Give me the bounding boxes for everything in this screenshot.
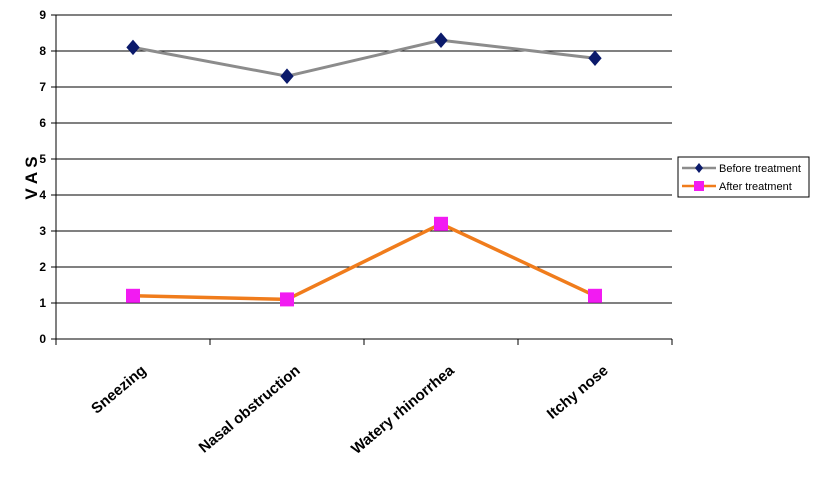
y-tick-label: 6 bbox=[39, 116, 46, 130]
data-point-marker bbox=[588, 50, 602, 66]
data-point-marker bbox=[588, 288, 602, 303]
legend: Before treatment After treatment bbox=[677, 156, 810, 198]
data-point-marker bbox=[434, 32, 448, 48]
y-tick-label: 8 bbox=[39, 44, 46, 58]
grid-lines bbox=[56, 14, 672, 304]
y-axis-ticks: 0 1 2 3 4 5 6 7 8 9 bbox=[39, 8, 56, 346]
x-category-label: Nasal obstruction bbox=[196, 362, 304, 456]
y-tick-label: 2 bbox=[39, 260, 46, 274]
series-2 bbox=[126, 216, 602, 307]
data-point-marker bbox=[280, 292, 294, 307]
x-axis-categories: Sneezing Nasal obstruction Watery rhinorrh… bbox=[55, 339, 673, 458]
y-tick-label: 7 bbox=[39, 80, 46, 94]
y-axis-label: V A S bbox=[22, 156, 41, 199]
series-1 bbox=[126, 32, 602, 84]
y-tick-label: 0 bbox=[39, 332, 46, 346]
series-line bbox=[132, 38, 596, 78]
y-tick-label: 9 bbox=[39, 8, 46, 22]
y-tick-label: 1 bbox=[39, 296, 46, 310]
y-tick-label: 4 bbox=[39, 188, 46, 202]
x-category-label: Sneezing bbox=[88, 362, 149, 417]
legend-marker bbox=[695, 163, 703, 173]
x-category-label: Itchy nose bbox=[544, 362, 612, 423]
y-tick-label: 3 bbox=[39, 224, 46, 238]
series-line bbox=[132, 222, 596, 302]
legend-label: Before treatment bbox=[719, 163, 801, 175]
series-group bbox=[126, 32, 602, 307]
y-tick-label: 5 bbox=[39, 152, 46, 166]
legend-label: After treatment bbox=[719, 181, 792, 193]
data-point-marker bbox=[126, 288, 140, 303]
data-point-marker bbox=[280, 68, 294, 84]
data-point-marker bbox=[126, 39, 140, 56]
x-category-label: Watery rhinorrhea bbox=[348, 362, 458, 458]
legend-marker bbox=[694, 181, 704, 191]
data-point-marker bbox=[434, 216, 448, 231]
